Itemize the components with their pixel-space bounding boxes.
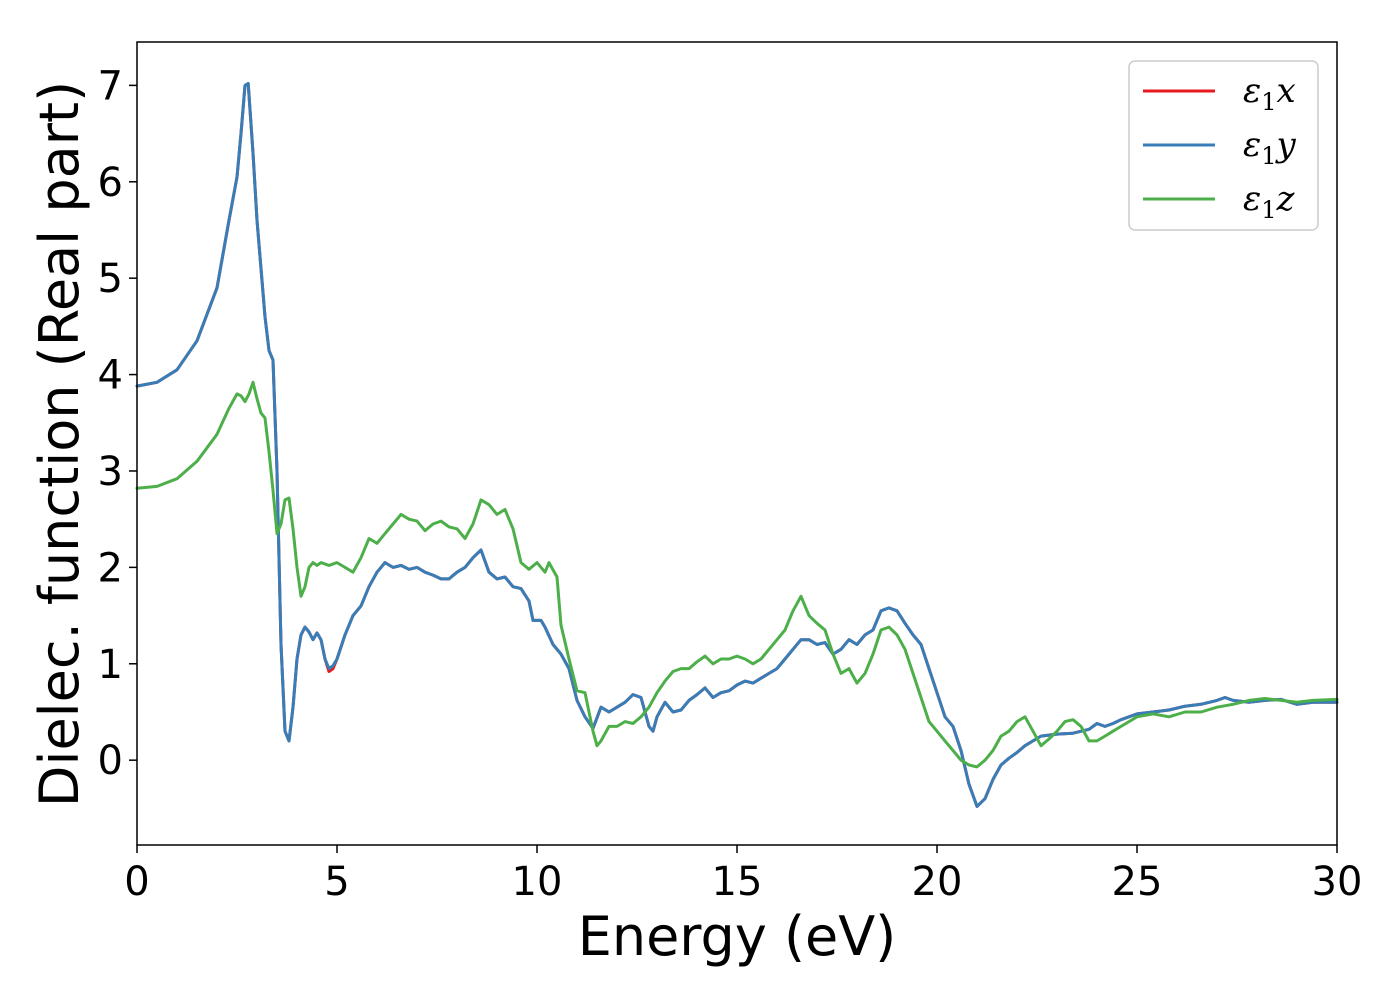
legend-box xyxy=(1128,60,1319,231)
y-tick-label: 6 xyxy=(98,160,123,206)
y-tick-label: 2 xyxy=(98,545,123,591)
y-axis-title: Dielec. function (Real part) xyxy=(28,81,91,807)
x-tick-label: 30 xyxy=(1312,859,1363,905)
x-tick-label: 25 xyxy=(1112,859,1163,905)
x-tick-label: 0 xyxy=(124,859,149,905)
legend-label-x: ε1x xyxy=(1243,71,1296,116)
series-line-z xyxy=(135,380,1339,769)
y-tick-label: 5 xyxy=(98,256,123,302)
x-tick-label: 5 xyxy=(324,859,349,905)
x-tick-label: 15 xyxy=(712,859,763,905)
legend-label-z: ε1z xyxy=(1243,179,1296,224)
x-axis-title: Energy (eV) xyxy=(578,905,897,968)
y-tick-label: 1 xyxy=(98,642,123,688)
x-axis-ticks: 0 5 10 15 20 25 30 xyxy=(124,845,1362,905)
y-tick-label: 7 xyxy=(98,63,123,109)
x-tick-label: 20 xyxy=(912,859,963,905)
legend: ε1x ε1y ε1z xyxy=(1128,60,1319,231)
y-tick-label: 4 xyxy=(98,353,123,399)
series-layer xyxy=(135,82,1339,808)
legend-label-y: ε1y xyxy=(1243,125,1297,170)
y-tick-label: 0 xyxy=(98,738,123,784)
y-axis-ticks: 0 1 2 3 4 5 6 7 xyxy=(98,63,137,784)
y-tick-label: 3 xyxy=(98,449,123,495)
series-line-y xyxy=(135,82,1339,808)
legend-items: ε1x ε1y ε1z xyxy=(1143,71,1297,224)
x-tick-label: 10 xyxy=(512,859,563,905)
